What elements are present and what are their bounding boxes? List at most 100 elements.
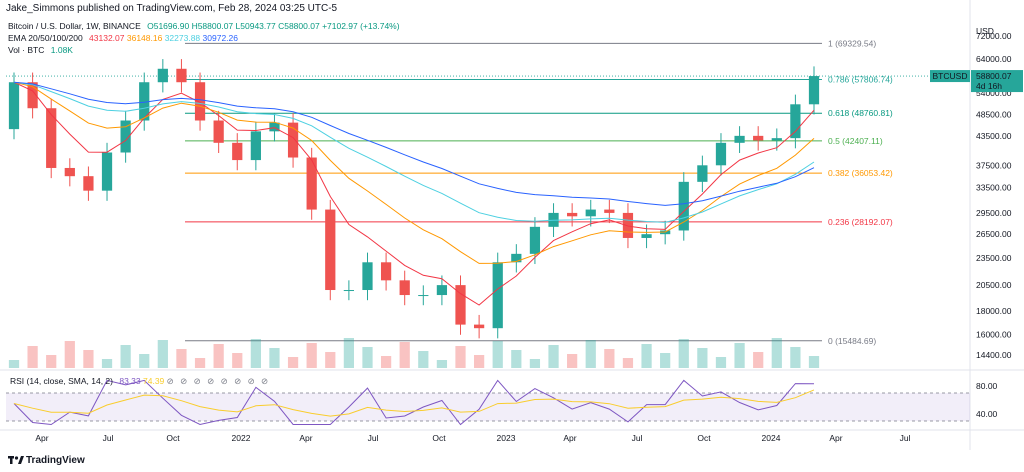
ema100-value: 32273.88 bbox=[164, 33, 201, 43]
candle bbox=[250, 131, 261, 161]
volume-label[interactable]: Vol · BTC bbox=[8, 45, 45, 55]
candle bbox=[120, 120, 131, 153]
volume-bar bbox=[715, 357, 727, 368]
symbol-tag-label: BTCUSD bbox=[933, 71, 968, 81]
time-label: Apr bbox=[299, 433, 312, 443]
volume-bar bbox=[474, 355, 485, 368]
volume-bar bbox=[46, 355, 57, 368]
candle bbox=[139, 82, 150, 121]
price-tick: 16000.00 bbox=[976, 329, 1012, 339]
ema-row: EMA 20/50/100/200 43132.07 36148.16 3227… bbox=[8, 32, 400, 44]
volume-bar bbox=[808, 356, 820, 368]
candle bbox=[343, 290, 354, 292]
volume-bar bbox=[771, 338, 782, 368]
candle bbox=[362, 262, 373, 291]
rsi-band bbox=[6, 393, 970, 421]
candle bbox=[455, 285, 466, 325]
volume-bar bbox=[418, 351, 429, 368]
volume-bar bbox=[157, 340, 168, 368]
volume-bar bbox=[213, 344, 224, 368]
time-label: Oct bbox=[166, 433, 180, 443]
candle bbox=[325, 209, 336, 291]
time-label: Jul bbox=[368, 433, 379, 443]
time-label: Jul bbox=[103, 433, 114, 443]
volume-bar bbox=[380, 356, 392, 368]
candles bbox=[8, 59, 820, 339]
fib-label: 0.382 (36053.42) bbox=[828, 168, 893, 178]
volume-bar bbox=[176, 349, 187, 368]
candle bbox=[641, 234, 652, 238]
price-tick: 26500.00 bbox=[976, 229, 1012, 239]
volume-bar bbox=[194, 358, 206, 368]
time-label: Jul bbox=[900, 433, 911, 443]
time-label: Oct bbox=[697, 433, 711, 443]
fib-label: 0 (15484.69) bbox=[828, 336, 876, 346]
candle bbox=[585, 209, 596, 217]
chart-legend: Bitcoin / U.S. Dollar, 1W, BINANCE O5169… bbox=[8, 20, 400, 56]
candle bbox=[474, 324, 485, 329]
candle bbox=[734, 135, 745, 143]
rsi-legend: RSI (14, close, SMA, 14, 2) 83.33 74.39 … bbox=[10, 376, 270, 387]
fib-label: 0.618 (48760.81) bbox=[828, 108, 893, 118]
symbol-row: Bitcoin / U.S. Dollar, 1W, BINANCE O5169… bbox=[8, 20, 400, 32]
volume-bar bbox=[120, 345, 131, 368]
volume-bar bbox=[436, 360, 448, 368]
ema20-line bbox=[13, 81, 815, 306]
volume-bar bbox=[641, 344, 652, 368]
volume-bar bbox=[325, 352, 336, 368]
volume-bar bbox=[790, 347, 801, 368]
visibility-icons[interactable]: ⊘ ⊘ ⊘ ⊘ ⊘ ⊘ ⊘ ⊘ bbox=[166, 376, 271, 386]
volume-bar bbox=[101, 359, 113, 368]
time-label: 2022 bbox=[232, 433, 251, 443]
volume-bar bbox=[83, 350, 94, 368]
rsi-sma-value: 74.39 bbox=[143, 376, 165, 386]
volume-bar bbox=[250, 339, 261, 368]
price-chart[interactable]: 1 (69329.54) 0.786 (57806.74) 0.618 (48760… bbox=[0, 0, 1024, 450]
candle bbox=[194, 82, 206, 121]
close-value: C58800.07 bbox=[278, 21, 320, 31]
time-label: 2024 bbox=[762, 433, 781, 443]
volume-bar bbox=[64, 341, 75, 368]
candle bbox=[8, 82, 20, 130]
time-label: Apr bbox=[563, 433, 576, 443]
price-tick: 29500.00 bbox=[976, 208, 1012, 218]
rsi-tick: 80.00 bbox=[976, 381, 998, 391]
high-value: H58800.07 bbox=[191, 21, 234, 31]
candle bbox=[306, 157, 317, 210]
candle bbox=[511, 253, 522, 263]
candle bbox=[157, 68, 168, 83]
tradingview-logo-icon bbox=[8, 456, 24, 464]
footer: TradingView bbox=[0, 450, 1024, 472]
volume-bar bbox=[753, 352, 764, 368]
price-tick: 43500.00 bbox=[976, 131, 1012, 141]
rsi-label[interactable]: RSI (14, close, SMA, 14, 2) bbox=[10, 376, 113, 386]
price-tick: 72000.00 bbox=[976, 31, 1012, 41]
candle bbox=[604, 209, 615, 213]
ema-label[interactable]: EMA 20/50/100/200 bbox=[8, 33, 83, 43]
price-tick: 20500.00 bbox=[976, 280, 1012, 290]
open-value: O51696.90 bbox=[147, 21, 190, 31]
volume-row: Vol · BTC 1.08K bbox=[8, 44, 400, 56]
time-label: Apr bbox=[829, 433, 842, 443]
candle bbox=[213, 120, 224, 143]
volume-bar bbox=[511, 350, 522, 368]
price-tag-label: 58800.07 bbox=[976, 71, 1012, 81]
ema100-line bbox=[13, 81, 815, 223]
fib-label: 0.236 (28192.07) bbox=[828, 217, 893, 227]
volume-bars bbox=[8, 338, 820, 368]
candle bbox=[715, 142, 727, 166]
candle bbox=[567, 212, 578, 217]
brand-name: TradingView bbox=[26, 455, 85, 466]
symbol-label[interactable]: Bitcoin / U.S. Dollar, 1W, BINANCE bbox=[8, 21, 141, 31]
volume-bar bbox=[678, 339, 689, 368]
volume-bar bbox=[343, 338, 354, 368]
candle bbox=[436, 285, 448, 296]
ema50-line bbox=[13, 81, 815, 264]
volume-bar bbox=[697, 348, 708, 368]
volume-bar bbox=[622, 358, 634, 368]
price-tag bbox=[971, 70, 1023, 93]
time-label: Apr bbox=[35, 433, 48, 443]
low-value: L50943.77 bbox=[235, 21, 276, 31]
time-label: 2023 bbox=[497, 433, 516, 443]
candle bbox=[808, 76, 820, 105]
